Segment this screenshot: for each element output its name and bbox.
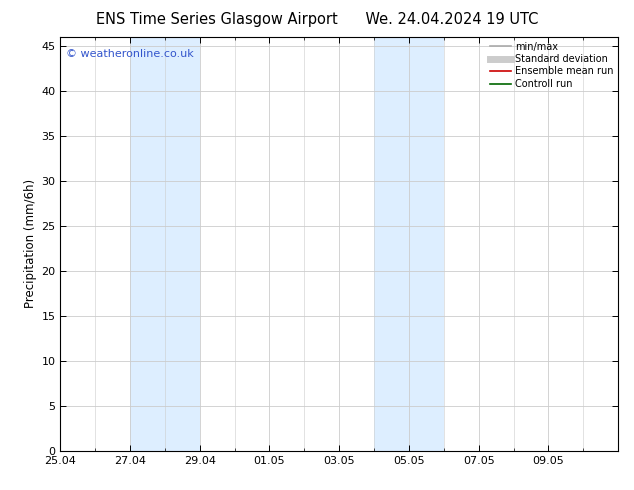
Text: ENS Time Series Glasgow Airport      We. 24.04.2024 19 UTC: ENS Time Series Glasgow Airport We. 24.0… xyxy=(96,12,538,27)
Bar xyxy=(374,37,444,451)
Bar xyxy=(130,37,200,451)
Y-axis label: Precipitation (mm/6h): Precipitation (mm/6h) xyxy=(24,179,37,308)
Text: © weatheronline.co.uk: © weatheronline.co.uk xyxy=(66,49,193,59)
Legend: min/max, Standard deviation, Ensemble mean run, Controll run: min/max, Standard deviation, Ensemble me… xyxy=(488,40,615,91)
